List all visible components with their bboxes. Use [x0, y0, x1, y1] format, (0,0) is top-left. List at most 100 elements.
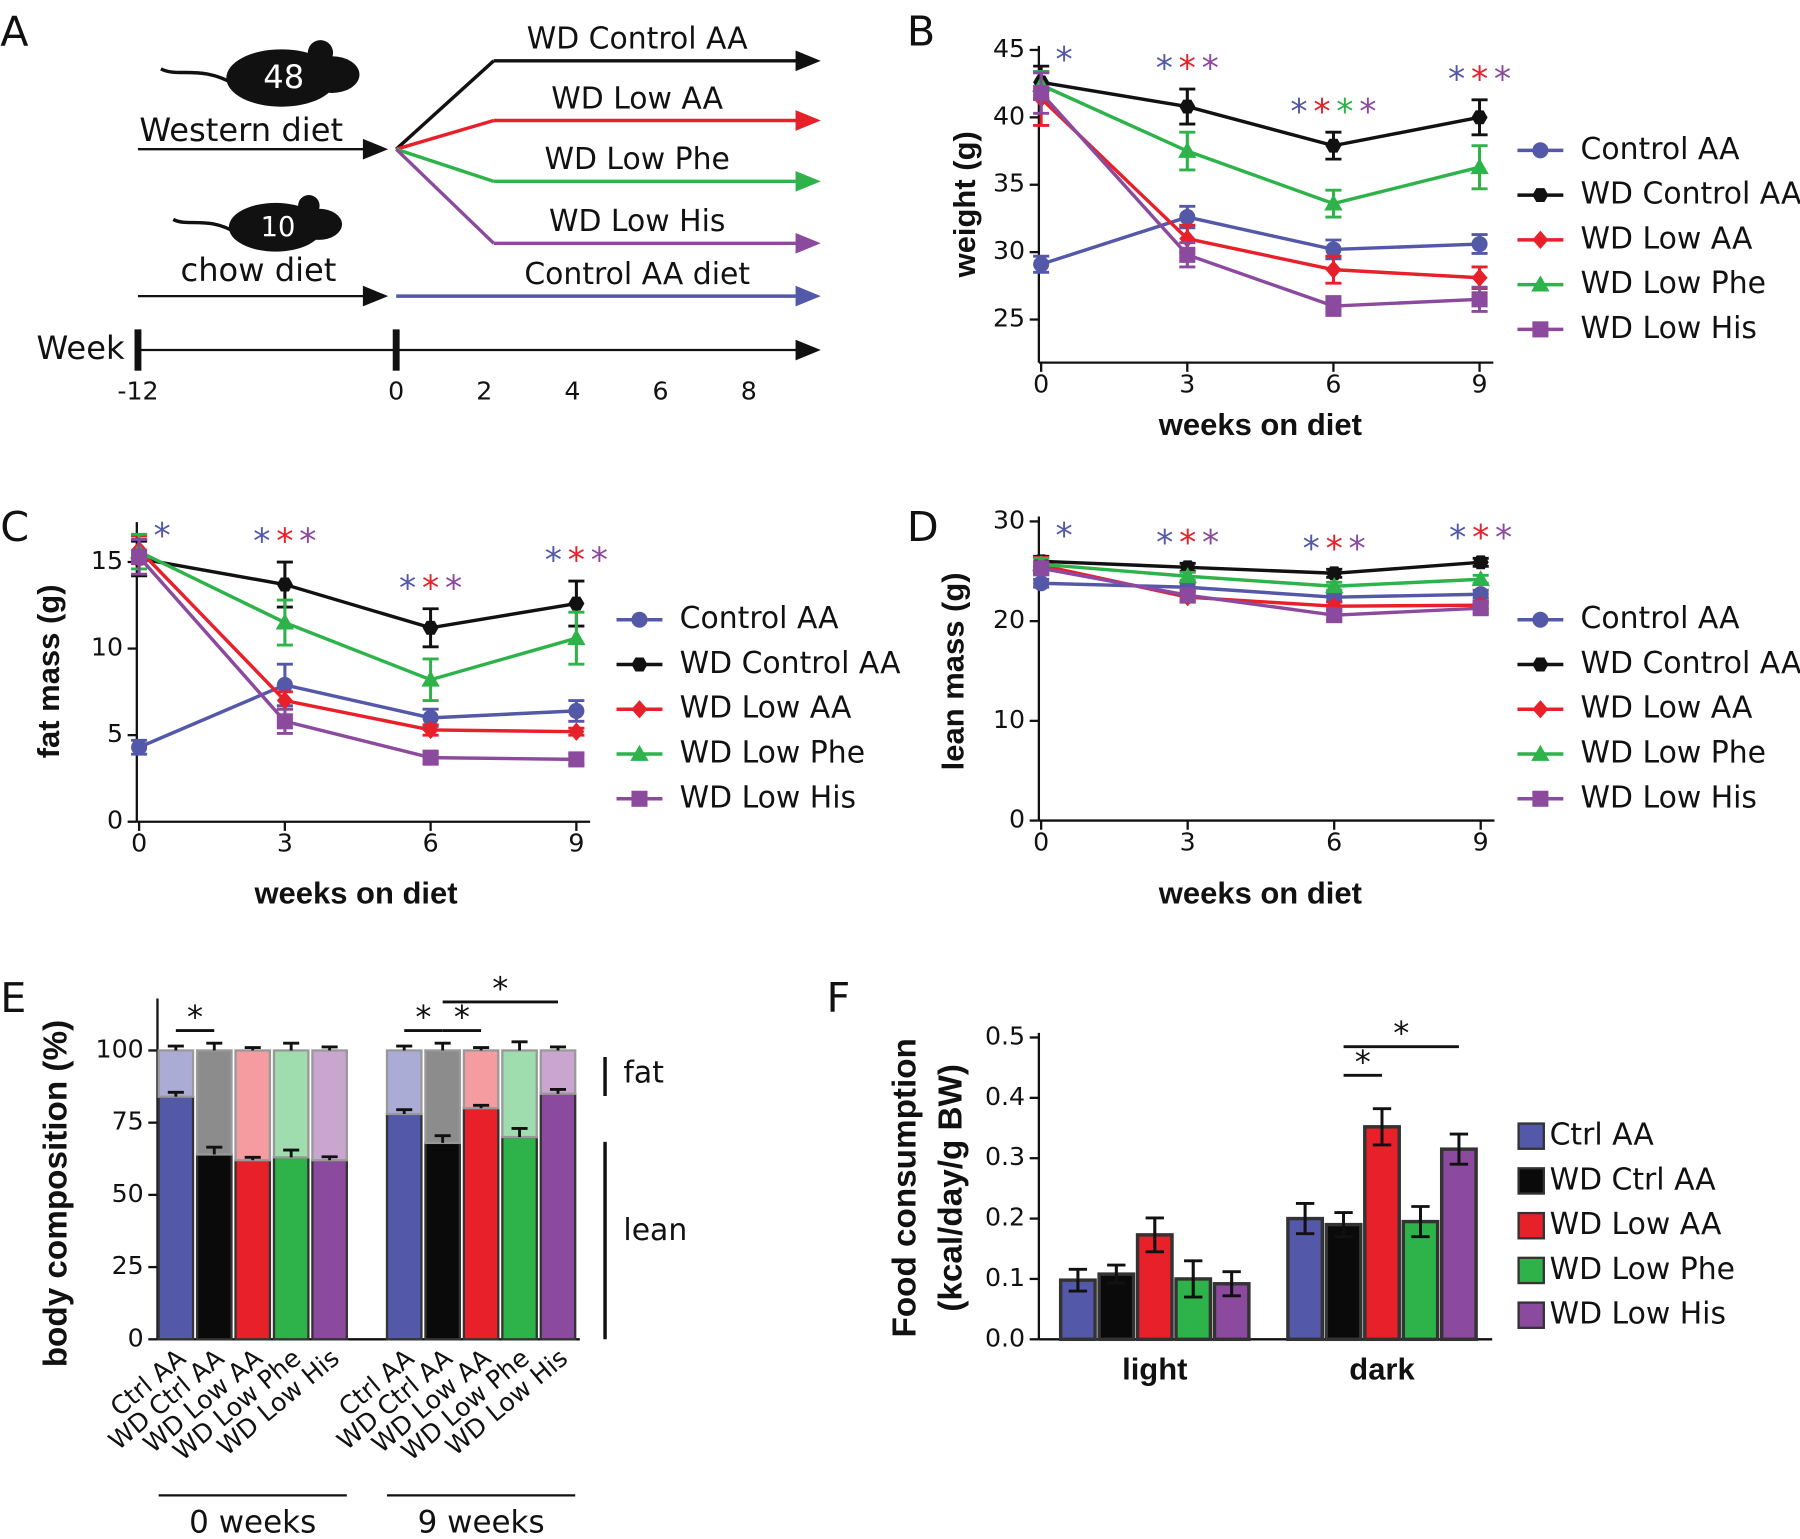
x-tick-label: 9: [1472, 370, 1488, 399]
group-label: 0 weeks: [189, 1505, 316, 1539]
legend-label: WD Ctrl AA: [1550, 1162, 1717, 1197]
significance-star: *: [1179, 523, 1196, 563]
data-point: [275, 613, 295, 630]
data-point: [421, 670, 440, 687]
x-tick-label: 0: [1033, 370, 1049, 399]
series-line: [138, 556, 577, 630]
legend-label: WD Low Phe: [1581, 736, 1766, 771]
significance-star: *: [1313, 92, 1330, 132]
y-tick-label: 30: [993, 505, 1025, 534]
significance-star: *: [1494, 60, 1511, 100]
legend-marker: [631, 611, 648, 628]
bar-segment: [539, 1049, 577, 1095]
significance-star: *: [276, 522, 293, 562]
significance-star: *: [454, 998, 470, 1036]
legend-marker: [631, 657, 648, 672]
arm-label: WD Control AA: [527, 22, 748, 57]
y-tick-label: 35: [993, 169, 1025, 198]
y-tick-label: 40: [993, 101, 1025, 130]
panel-label: B: [907, 7, 935, 55]
bar-segment: [157, 1095, 195, 1341]
arm-label: Control AA diet: [524, 257, 750, 292]
significance-star: *: [1471, 60, 1488, 100]
mouse-count: 10: [261, 212, 296, 243]
y-tick-label: 0.3: [985, 1142, 1025, 1171]
panel-label: F: [827, 974, 851, 1022]
bar-segment: [195, 1049, 233, 1156]
significance-star: *: [1156, 523, 1173, 563]
x-tick-label: 9: [568, 829, 584, 858]
x-tick-label: 0: [131, 829, 147, 858]
legend-label: WD Low His: [1550, 1297, 1726, 1332]
data-point: [1179, 209, 1196, 226]
panel-label: A: [0, 7, 28, 55]
series-line: [1040, 83, 1480, 206]
data-point: [422, 620, 439, 635]
data-point: [1325, 241, 1342, 258]
x-tick-label: dark: [1349, 1352, 1415, 1387]
significance-star: *: [591, 541, 608, 581]
legend-marker: [1532, 700, 1549, 719]
legend-marker: [1532, 230, 1549, 250]
legend-marker: [1532, 188, 1549, 203]
significance-star: *: [1056, 516, 1073, 556]
data-point: [422, 749, 439, 766]
significance-star: *: [1179, 49, 1196, 89]
y-tick-label: 50: [112, 1179, 144, 1208]
legend-marker: [1532, 611, 1549, 628]
legend-label: Ctrl AA: [1550, 1118, 1655, 1153]
x-tick-label: 6: [1325, 370, 1341, 399]
data-point: [1178, 141, 1197, 158]
composition-label: lean: [623, 1213, 687, 1248]
bar-segment: [385, 1049, 423, 1116]
legend-marker: [1531, 275, 1550, 292]
significance-star: *: [1303, 529, 1320, 569]
arrow-head: [795, 285, 821, 307]
data-point: [1471, 268, 1488, 287]
legend-marker: [631, 700, 648, 719]
significance-star: *: [1393, 1014, 1409, 1052]
significance-star: *: [1202, 49, 1219, 89]
diet-label: Western diet: [139, 111, 343, 149]
legend-marker: [1532, 657, 1549, 672]
bar-segment: [195, 1153, 233, 1341]
x-axis-title: weeks on diet: [253, 875, 457, 910]
y-axis-title: lean mass (g): [935, 572, 970, 770]
x-tick-label: 9: [1473, 828, 1489, 857]
y-tick-label: 30: [993, 236, 1025, 265]
data-point: [131, 739, 148, 756]
series-line: [1041, 559, 1481, 576]
legend-label: WD Low AA: [1550, 1207, 1722, 1242]
significance-star: *: [1448, 60, 1465, 100]
data-point: [1472, 586, 1489, 603]
x-tick-label: 0: [1033, 828, 1049, 857]
panel-label: E: [0, 974, 26, 1022]
data-point: [1179, 246, 1196, 263]
data-point: [1325, 138, 1342, 153]
arm-split: [395, 59, 495, 151]
series-line: [1039, 97, 1480, 280]
data-point: [1472, 555, 1489, 570]
arm-split: [395, 147, 495, 183]
significance-star: *: [568, 541, 585, 581]
legend-marker: [630, 744, 649, 761]
data-point: [1178, 567, 1197, 584]
series-line: [137, 548, 577, 734]
bar-segment: [157, 1049, 195, 1098]
legend-label: WD Low His: [1581, 311, 1757, 346]
legend-label: WD Low AA: [680, 691, 852, 726]
y-tick-label: 15: [91, 546, 123, 575]
series-line: [138, 683, 577, 749]
mouse-ear: [307, 40, 334, 66]
composition-label: fat: [623, 1056, 663, 1091]
arrow-head: [362, 138, 389, 160]
significance-star: *: [1202, 523, 1219, 563]
y-tick-label: 0.4: [985, 1082, 1025, 1111]
legend-label: WD Low Phe: [1550, 1252, 1735, 1287]
legend-label: WD Control AA: [1581, 646, 1800, 681]
x-tick-label: 6: [1326, 828, 1342, 857]
legend-label: WD Low Phe: [1581, 266, 1766, 301]
bar-segment: [311, 1049, 348, 1162]
x-tick-label: light: [1122, 1352, 1187, 1387]
